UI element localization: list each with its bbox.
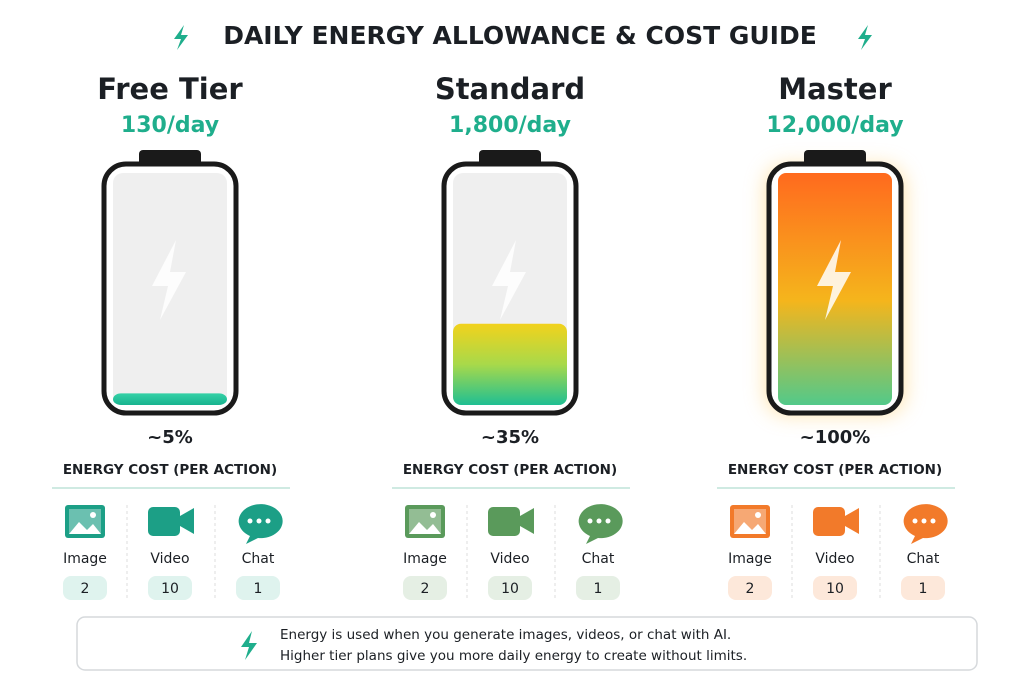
tier-name: Standard (435, 72, 585, 106)
fill-label: ~100% (800, 427, 871, 448)
video-icon (148, 507, 180, 536)
tier-name: Master (778, 72, 892, 106)
cost-value: 2 (81, 581, 90, 597)
chat-dot (930, 518, 936, 524)
battery-bolt (817, 240, 851, 320)
battery-fill (113, 393, 227, 405)
battery-bolt (152, 240, 186, 320)
cost-pill (728, 576, 772, 600)
chat-icon (578, 504, 623, 544)
cost-pill (236, 576, 280, 600)
image-icon (755, 512, 761, 518)
cost-pill (813, 576, 857, 600)
cost-label: Video (815, 551, 854, 567)
cost-value: 2 (421, 581, 430, 597)
image-icon (90, 512, 96, 518)
chat-dot (587, 518, 593, 524)
cost-label: Chat (582, 551, 615, 567)
fill-label: ~5% (147, 427, 193, 448)
cost-pill (488, 576, 532, 600)
cost-pill (148, 576, 192, 600)
cost-value: 2 (746, 581, 755, 597)
video-icon (845, 508, 859, 534)
video-icon (488, 507, 520, 536)
cost-value: 10 (501, 581, 519, 597)
chat-icon (903, 504, 948, 544)
image-icon (409, 522, 441, 534)
chat-dot (247, 518, 253, 524)
cost-heading: ENERGY COST (PER ACTION) (63, 462, 277, 478)
chat-icon (238, 504, 283, 544)
video-icon (180, 508, 194, 534)
cost-heading: ENERGY COST (PER ACTION) (403, 462, 617, 478)
cost-pill (403, 576, 447, 600)
chat-dot (265, 518, 271, 524)
chat-dot (921, 518, 927, 524)
chat-dot (912, 518, 918, 524)
cost-value: 1 (919, 581, 928, 597)
footer-box (76, 616, 978, 671)
image-icon (430, 512, 436, 518)
cost-label: Chat (242, 551, 275, 567)
cost-pill (63, 576, 107, 600)
title: DAILY ENERGY ALLOWANCE & COST GUIDE (223, 21, 817, 50)
cost-label: Image (63, 551, 107, 567)
fill-label: ~35% (481, 427, 539, 448)
video-icon (520, 508, 534, 534)
footer-line: Energy is used when you generate images,… (280, 627, 731, 643)
title-bolt (858, 25, 872, 50)
cost-value: 10 (161, 581, 179, 597)
cost-pill (901, 576, 945, 600)
footer-line: Higher tier plans give you more daily en… (280, 648, 747, 664)
cost-value: 1 (254, 581, 263, 597)
cost-label: Chat (907, 551, 940, 567)
tier-name: Free Tier (97, 72, 243, 106)
cost-value: 10 (826, 581, 844, 597)
image-icon (69, 522, 101, 534)
battery-fill (453, 323, 567, 405)
cost-label: Video (150, 551, 189, 567)
cost-heading: ENERGY COST (PER ACTION) (728, 462, 942, 478)
tier-allowance: 1,800/day (449, 113, 571, 138)
footer-bolt (241, 631, 257, 660)
chat-dot (596, 518, 602, 524)
cost-value: 1 (594, 581, 603, 597)
tier-allowance: 130/day (121, 113, 219, 138)
video-icon (813, 507, 845, 536)
image-icon (734, 522, 766, 534)
tier-allowance: 12,000/day (766, 113, 903, 138)
cost-label: Image (403, 551, 447, 567)
battery-bolt (492, 240, 526, 320)
chat-dot (256, 518, 262, 524)
title-bolt (174, 25, 188, 50)
cost-pill (576, 576, 620, 600)
cost-label: Image (728, 551, 772, 567)
cost-label: Video (490, 551, 529, 567)
chat-dot (605, 518, 611, 524)
